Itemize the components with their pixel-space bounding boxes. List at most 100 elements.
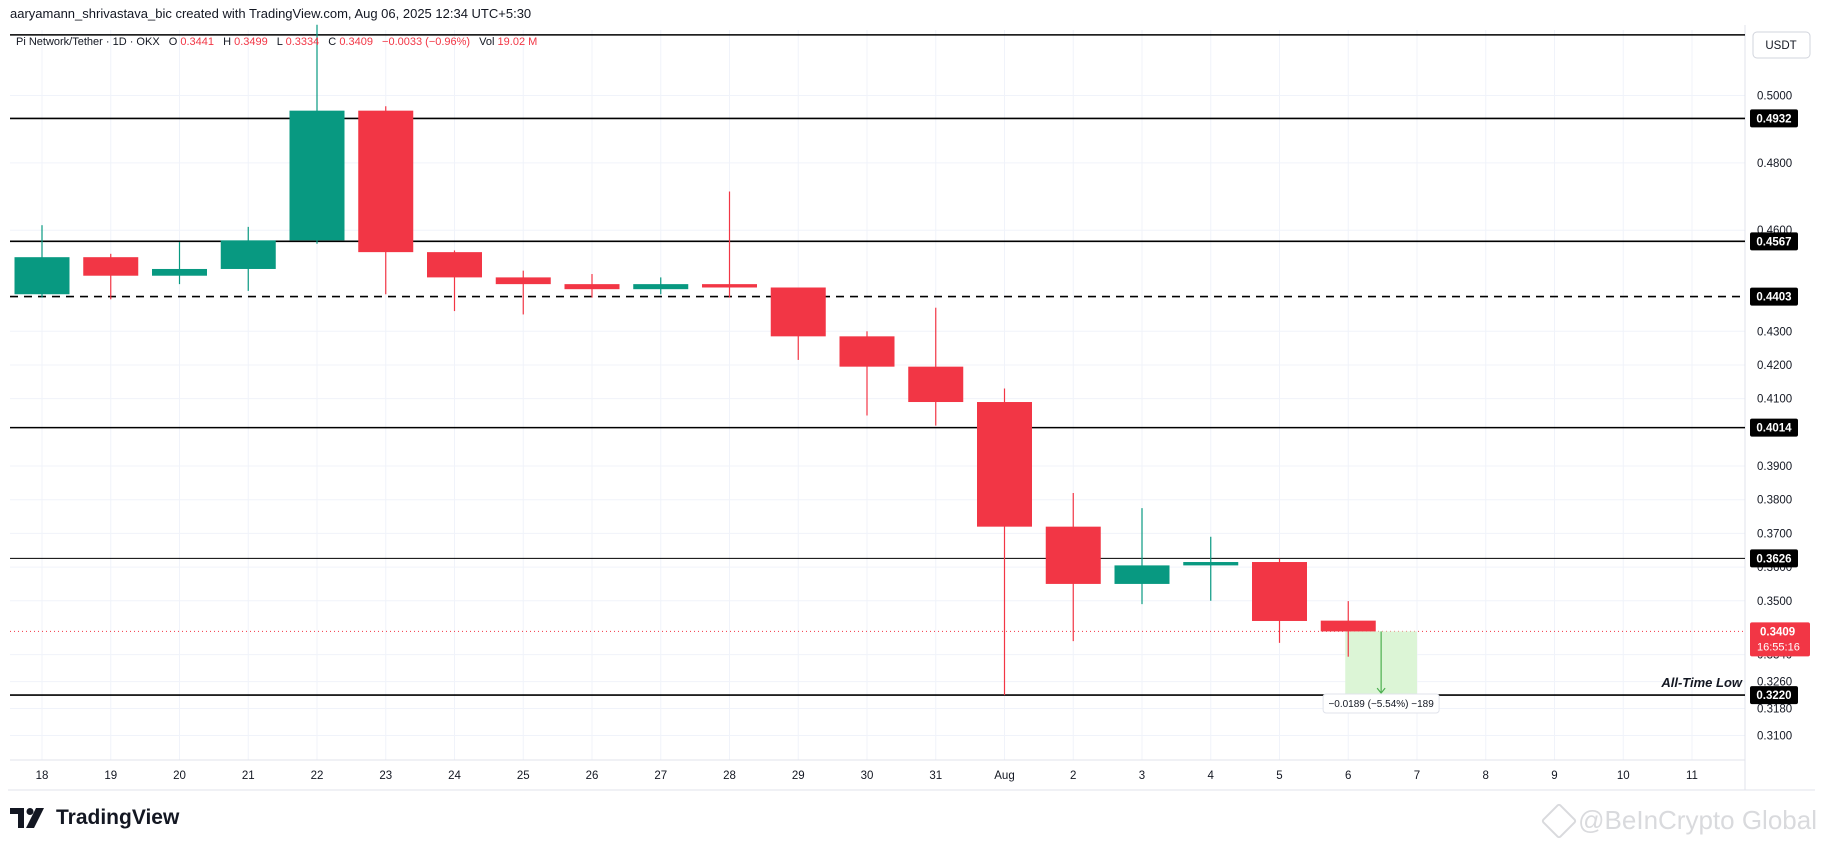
y-tick-label: 0.3900 [1757, 461, 1792, 473]
candle [1045, 492, 1101, 642]
candle-body [358, 110, 414, 253]
candle-body [770, 287, 826, 337]
watermark-text: @BeInCrypto Global [1578, 805, 1817, 835]
candles [14, 24, 1376, 696]
candle-body [220, 240, 276, 269]
candle [564, 274, 620, 298]
candle [770, 287, 826, 360]
level-price-badge: 0.4014 [1750, 418, 1798, 437]
candle [1114, 508, 1170, 605]
y-tick-label: 0.4300 [1757, 326, 1792, 338]
x-tick-label: 9 [1551, 770, 1557, 782]
candle [1320, 601, 1376, 657]
candle-body [427, 252, 482, 278]
candle-body [1183, 562, 1239, 566]
x-tick-label: 21 [242, 770, 255, 782]
x-tick-label: 7 [1414, 770, 1420, 782]
level-price-badge: 0.4567 [1750, 232, 1798, 251]
legend-vol-value: 19.02 M [498, 36, 538, 48]
candle-body [977, 402, 1032, 527]
tradingview-logo[interactable]: TradingView [10, 806, 179, 830]
measure-label: −0.0189 (−5.54%) −189 [1328, 699, 1434, 710]
x-tick-label: 26 [586, 770, 599, 782]
level-price-text: 0.3626 [1756, 553, 1791, 565]
legend-vol-label: Vol [479, 36, 494, 48]
current-price-text: 0.3409 [1760, 626, 1795, 638]
candle [14, 225, 70, 298]
legend-o-value: 0.3441 [180, 36, 214, 48]
x-tick-label: 27 [654, 770, 667, 782]
x-tick-label: 11 [1686, 770, 1698, 782]
legend-c-label: C [328, 36, 336, 48]
legend-change: −0.0033 (−0.96%) [382, 36, 470, 48]
measure-tool: −0.0189 (−5.54%) −189 [1322, 631, 1440, 714]
x-tick-label: 18 [36, 770, 49, 782]
legend-symbol: Pi Network/Tether · 1D · OKX [16, 36, 160, 48]
measure-label-box [1322, 693, 1440, 714]
currency-label: USDT [1765, 40, 1796, 52]
x-tick-label: 8 [1483, 770, 1489, 782]
x-tick-label: 23 [379, 770, 392, 782]
candle [220, 226, 276, 291]
y-tick-label: 0.4100 [1757, 394, 1792, 406]
candle [977, 388, 1032, 696]
candle [702, 191, 757, 298]
level-price-text: 0.4014 [1756, 423, 1792, 435]
y-tick-label: 0.3500 [1757, 596, 1792, 608]
candle [908, 307, 964, 426]
candle [839, 331, 895, 416]
candle-body [152, 268, 207, 276]
legend-h-label: H [223, 36, 231, 48]
countdown-text: 16:55:16 [1757, 641, 1800, 653]
candle-body [908, 366, 964, 403]
legend-c-value: 0.3409 [339, 36, 373, 48]
x-tick-label: Aug [994, 770, 1014, 782]
currency-button[interactable]: USDT [1752, 31, 1811, 59]
y-tick-label: 0.3100 [1757, 731, 1792, 743]
tradingview-brand-text: TradingView [56, 806, 180, 829]
y-tick-label: 0.3180 [1757, 704, 1792, 716]
x-tick-label: 28 [723, 770, 736, 782]
level-price-text: 0.4932 [1756, 113, 1791, 125]
candle-body [495, 277, 551, 285]
candle-body [289, 110, 345, 241]
x-tick-label: 10 [1617, 770, 1630, 782]
current-price-badge: 0.3409 16:55:16 [1750, 622, 1810, 657]
watermark-diamond-icon [1540, 802, 1578, 839]
x-tick-label: 25 [517, 770, 530, 782]
level-price-badge: 0.3626 [1750, 549, 1798, 568]
all-time-low-annotation: All-Time Low [1660, 675, 1743, 690]
candle [152, 242, 207, 285]
x-axis: 18 19 20 21 22 23 24 25 26 27 28 29 30 31 Aug 2 3 4 5 6 7 8 9 1… [36, 770, 1698, 782]
grid-layer [8, 25, 1815, 791]
y-tick-label: 0.5000 [1757, 91, 1792, 103]
level-price-text: 0.3220 [1756, 690, 1791, 702]
y-tick-label: 0.3260 [1757, 677, 1792, 689]
x-tick-label: 5 [1276, 770, 1282, 782]
x-tick-label: 4 [1208, 770, 1215, 782]
x-tick-label: 24 [448, 770, 461, 782]
x-tick-label: 22 [311, 770, 324, 782]
candle-body [1252, 562, 1307, 621]
candle-body [564, 284, 620, 290]
candle-body [1114, 565, 1170, 584]
legend-l-value: 0.3334 [286, 36, 320, 48]
legend-h-value: 0.3499 [234, 36, 268, 48]
x-tick-label: 29 [792, 770, 805, 782]
candle-body [14, 257, 70, 295]
level-price-text: 0.4567 [1756, 236, 1791, 248]
candle-body [1320, 620, 1376, 632]
measure-arrow-head [1376, 687, 1386, 695]
candle [495, 270, 551, 315]
candle-body [83, 257, 139, 276]
candle-body [633, 284, 689, 290]
legend-o-label: O [169, 36, 178, 48]
y-tick-label: 0.4800 [1757, 158, 1792, 170]
legend-row: Pi Network/Tether · 1D · OKX O 0.3441 H … [16, 36, 537, 48]
candle-body [1045, 526, 1101, 584]
x-tick-label: 6 [1345, 770, 1351, 782]
chart-credit-text: aaryamann_shrivastava_bic created with T… [10, 6, 532, 21]
beincrypto-watermark: @BeInCrypto Global [1540, 802, 1817, 839]
candle [358, 106, 414, 295]
